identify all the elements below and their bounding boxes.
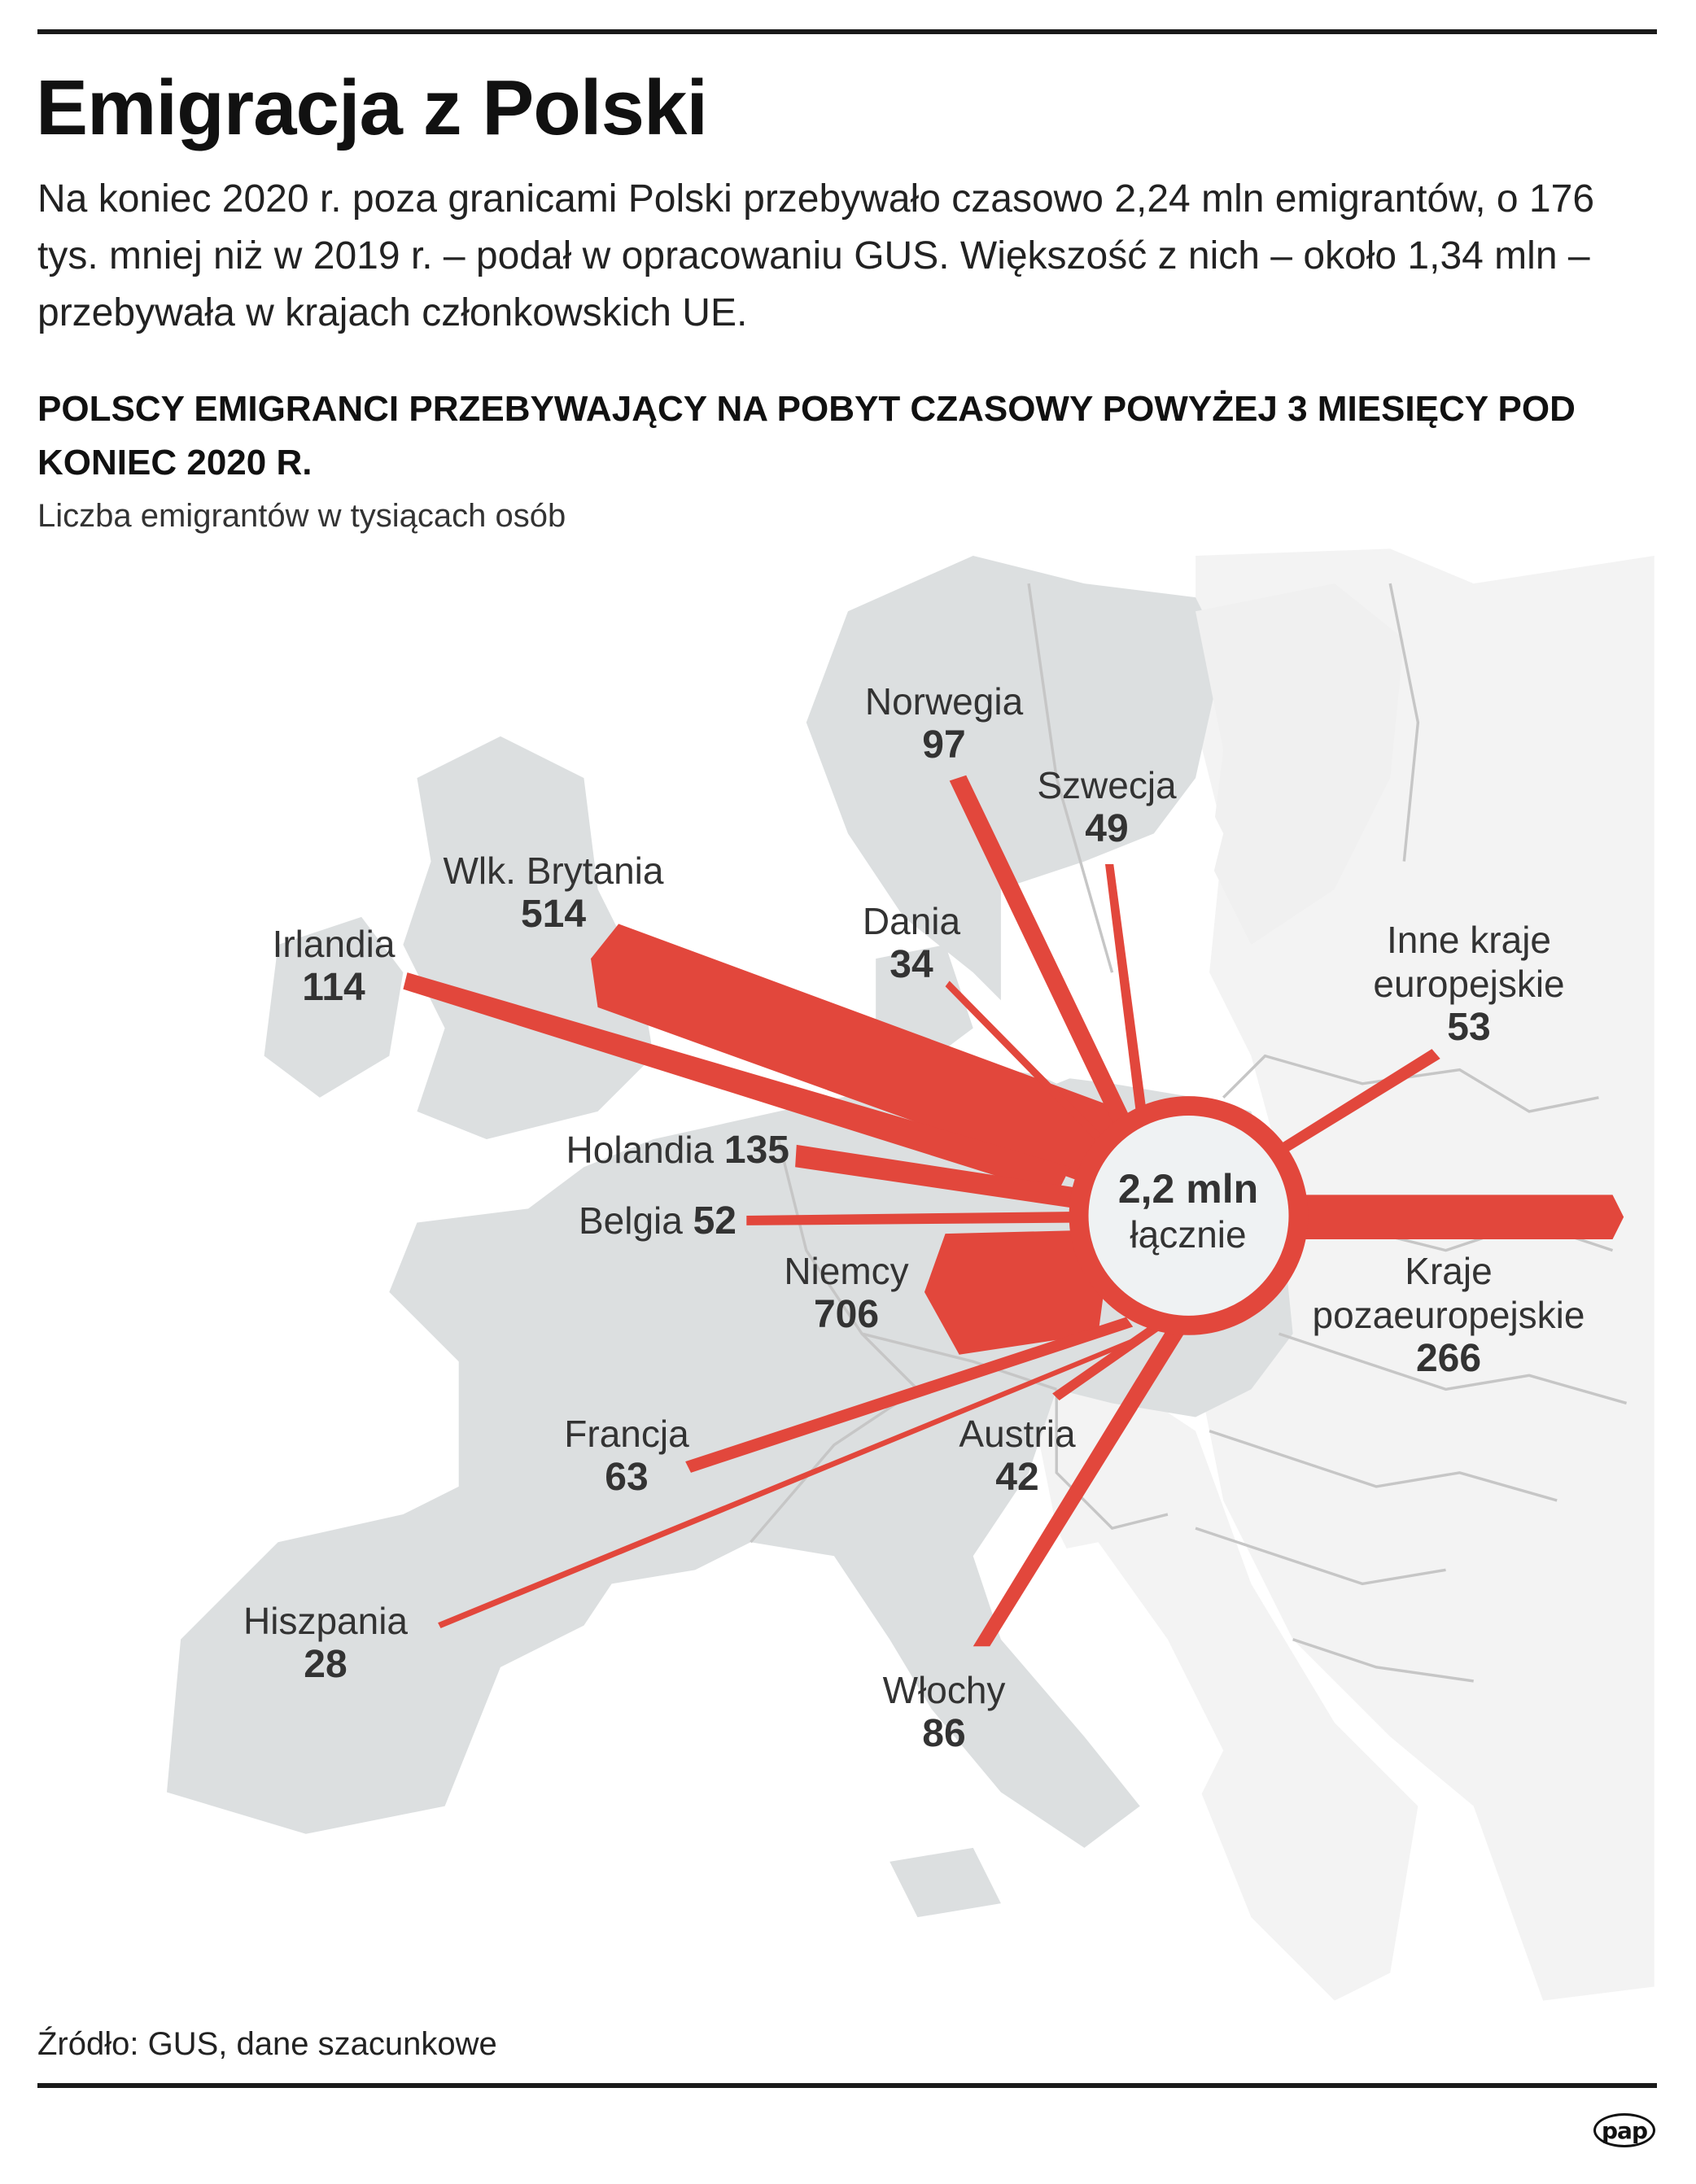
label-irlandia: Irlandia 114 xyxy=(272,923,396,1009)
label-inne-europejskie: Inne kraje europejskie 53 xyxy=(1373,919,1565,1049)
label-francja: Francja 63 xyxy=(564,1413,689,1499)
label-holandia: Holandia 135 xyxy=(566,1129,789,1172)
total-value: 2,2 mln xyxy=(1117,1166,1259,1212)
flow-pozaeuropejskie xyxy=(1292,1195,1624,1239)
flow-szwecja xyxy=(1105,863,1154,1168)
total-label: 2,2 mln łącznie xyxy=(1088,1165,1288,1256)
source-note: Źródło: GUS, dane szacunkowe xyxy=(37,2026,497,2062)
sea xyxy=(695,778,1224,1848)
bottom-rule xyxy=(37,2083,1657,2088)
other-land xyxy=(1029,548,1654,2001)
flow-norwegia xyxy=(949,775,1154,1174)
borders xyxy=(750,583,1628,1683)
lead-paragraph: Na koniec 2020 r. poza granicami Polski … xyxy=(37,177,1595,334)
flow-francja xyxy=(685,1317,1134,1473)
label-wlochy: Włochy 86 xyxy=(882,1669,1006,1755)
flow-belgia xyxy=(746,1211,1085,1225)
pap-logo: pap xyxy=(1593,2113,1655,2147)
label-dania: Dania 34 xyxy=(862,900,961,986)
label-szwecja: Szwecja 49 xyxy=(1037,764,1177,850)
flow-niemcy xyxy=(924,1230,1112,1355)
flow-wlochy xyxy=(973,1314,1193,1647)
chart-subtitle: Liczba emigrantów w tysiącach osób xyxy=(37,498,566,534)
center-circle xyxy=(1088,1116,1289,1316)
flow-holandia xyxy=(795,1144,1077,1209)
flow-wlk-brytania xyxy=(590,924,1126,1188)
flow-austria xyxy=(1052,1317,1171,1401)
flow-hiszpania xyxy=(438,1336,1140,1629)
page-title: Emigracja z Polski xyxy=(36,64,708,151)
chart-title: POLSCY EMIGRANCI PRZEBYWAJĄCY NA POBYT C… xyxy=(37,389,1576,483)
total-caption: łącznie xyxy=(1130,1213,1247,1256)
top-rule xyxy=(37,29,1657,34)
label-austria: Austria 42 xyxy=(959,1413,1076,1499)
label-niemcy: Niemcy 706 xyxy=(784,1250,909,1336)
label-norwegia: Norwegia 97 xyxy=(864,680,1024,767)
flow-irlandia xyxy=(403,972,1071,1195)
label-belgia: Belgia 52 xyxy=(578,1199,737,1243)
label-pozaeuropejskie: Kraje pozaeuropejskie 266 xyxy=(1312,1250,1585,1380)
flow-inne-europejskie xyxy=(1279,1049,1440,1154)
flow-dania xyxy=(945,981,1134,1173)
label-hiszpania: Hiszpania 28 xyxy=(243,1600,408,1686)
label-wlk-brytania: Wlk. Brytania 514 xyxy=(443,850,664,936)
